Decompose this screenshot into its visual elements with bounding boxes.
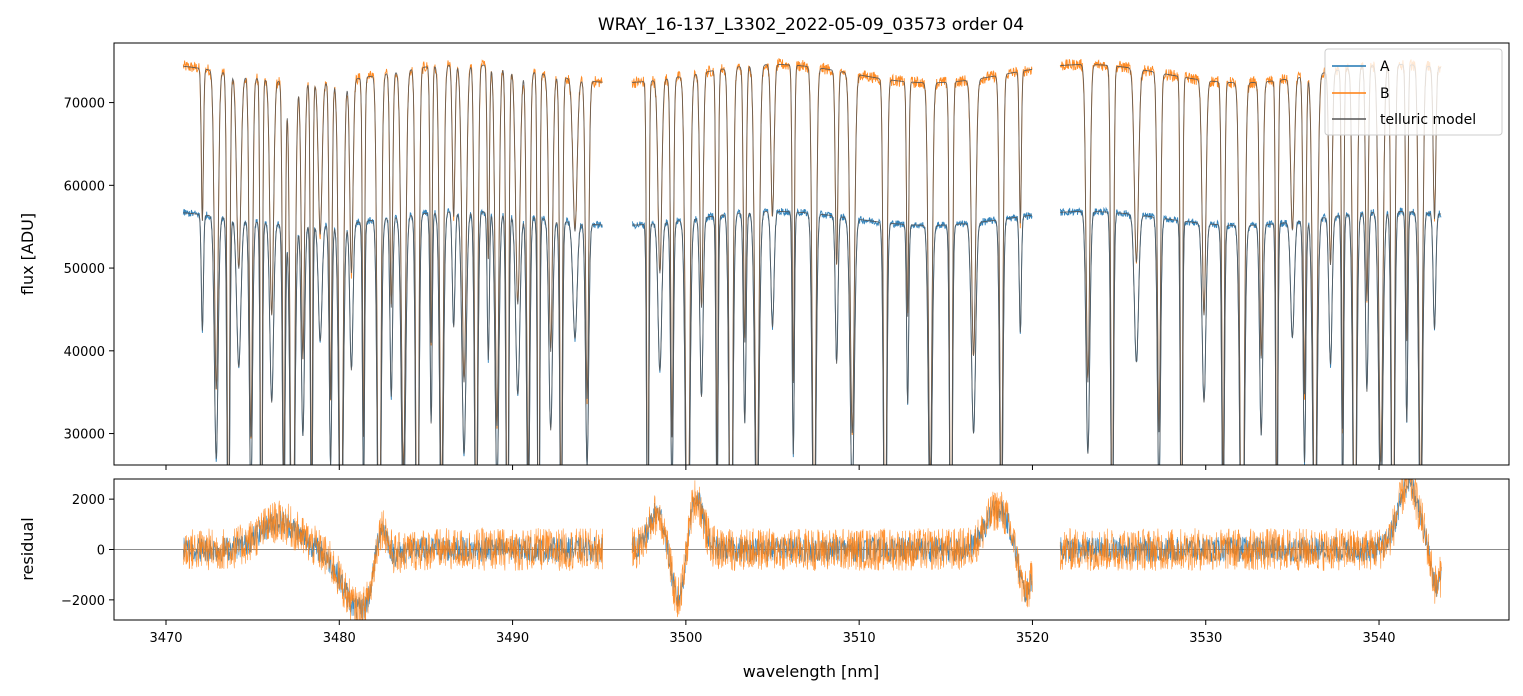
telluric-model-b-segment-1 — [632, 64, 1033, 465]
residual-panel-y-ticks: −2000 0 2000 — [61, 493, 114, 609]
telluric-model-a-segment-2 — [1060, 211, 1442, 465]
legend: A B telluric model — [1324, 48, 1503, 136]
flux-panel-y-ticks: 30000 40000 50000 60000 70000 — [64, 97, 114, 443]
y-tick-label: 50000 — [64, 262, 105, 277]
flux-panel-frame — [113, 42, 1510, 466]
y-tick-label: 70000 — [64, 97, 105, 112]
telluric-model-a-segment-0 — [183, 211, 603, 465]
x-tick-label: 3530 — [1189, 631, 1222, 646]
legend-label-telluric: telluric model — [1380, 112, 1476, 128]
x-tick-label: 3480 — [323, 631, 356, 646]
y-tick-label: 30000 — [64, 428, 105, 443]
x-tick-label: 3490 — [496, 631, 529, 646]
x-tick-label: 3470 — [149, 631, 182, 646]
legend-box — [1324, 48, 1503, 136]
residual-panel: 3470 3480 3490 3500 3510 3520 3530 3540 −2000 0 2… — [18, 478, 1510, 681]
flux-panel-x-ticks — [165, 465, 1380, 470]
y-tick-label: 40000 — [64, 345, 105, 360]
residual-y-axis-label: residual — [18, 517, 37, 580]
legend-label-a: A — [1380, 59, 1390, 75]
y-tick-label: 60000 — [64, 179, 105, 194]
series-b-residual-segment-2 — [1059, 479, 1442, 604]
telluric-model-b-segment-2 — [1060, 64, 1442, 465]
telluric-model-b-segment-0 — [183, 64, 603, 465]
legend-label-b: B — [1380, 86, 1390, 102]
flux-y-axis-label: flux [ADU] — [18, 213, 37, 295]
y-tick-label: 0 — [97, 544, 105, 559]
x-axis-label: wavelength [nm] — [743, 662, 880, 681]
series-b-residual-segment-1 — [631, 480, 1033, 618]
chart-title: WRAY_16-137_L3302_2022-05-09_03573 order… — [598, 15, 1024, 35]
residual-panel-x-ticks: 3470 3480 3490 3500 3510 3520 3530 3540 — [149, 620, 1396, 646]
y-tick-label: −2000 — [61, 594, 105, 609]
telluric-model-lines — [183, 64, 1442, 465]
series-b-residual — [183, 479, 1442, 620]
series-a-residual-segment-0 — [183, 510, 603, 620]
telluric-model-a-segment-1 — [632, 211, 1032, 465]
x-tick-label: 3510 — [843, 631, 876, 646]
flux-panel: 30000 40000 50000 60000 70000 flux [ADU] A B… — [18, 42, 1510, 470]
y-tick-label: 2000 — [72, 493, 105, 508]
x-tick-label: 3520 — [1016, 631, 1049, 646]
series-a-flux-segment-2 — [1059, 206, 1442, 465]
x-tick-label: 3540 — [1362, 631, 1395, 646]
series-b-residual-segment-0 — [183, 500, 603, 620]
x-tick-label: 3500 — [669, 631, 702, 646]
